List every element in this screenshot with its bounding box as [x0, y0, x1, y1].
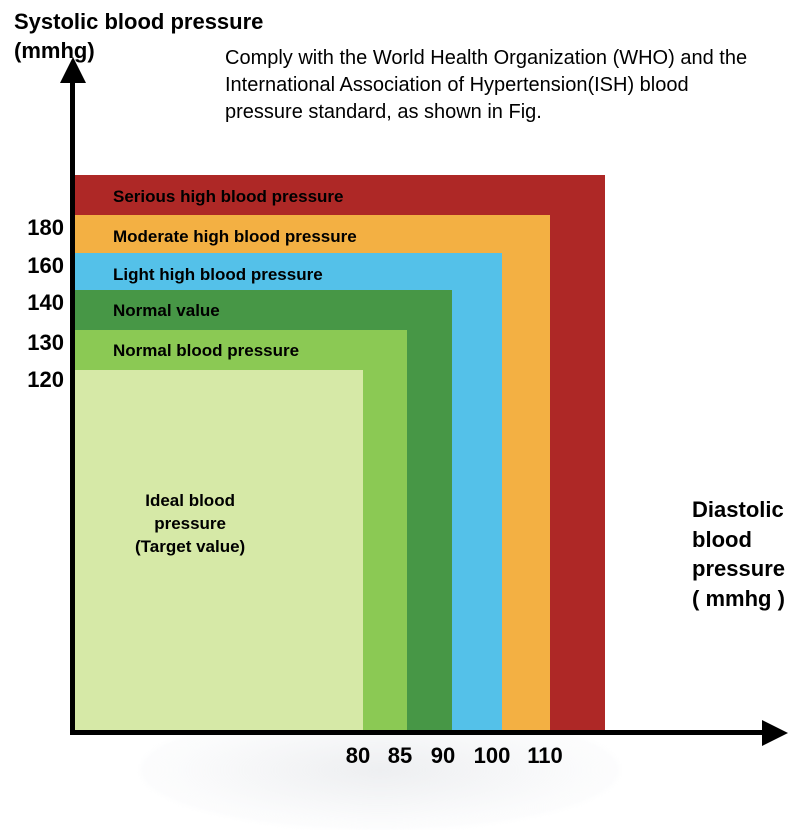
y-tick-130: 130	[10, 330, 64, 356]
zone-label-ideal: Ideal bloodpressure(Target value)	[135, 490, 245, 559]
x-axis-line	[70, 730, 770, 735]
zone-label-serious: Serious high blood pressure	[113, 187, 343, 207]
x-tick-85: 85	[388, 743, 412, 769]
y-tick-160: 160	[10, 253, 64, 279]
zone-label-normalbp: Normal blood pressure	[113, 341, 299, 361]
zone-ideal: Ideal bloodpressure(Target value)	[75, 370, 363, 730]
x-tick-110: 110	[527, 743, 563, 769]
x-axis-arrow-icon	[762, 720, 788, 746]
y-tick-180: 180	[10, 215, 64, 241]
x-tick-100: 100	[474, 743, 511, 769]
bp-chart: Serious high blood pressure Moderate high…	[70, 75, 770, 735]
y-axis-arrow-icon	[60, 57, 86, 83]
y-tick-140: 140	[10, 290, 64, 316]
zone-label-normalval: Normal value	[113, 301, 220, 321]
x-tick-80: 80	[346, 743, 370, 769]
y-axis-title-line1: Systolic blood pressure	[14, 9, 263, 34]
zone-label-moderate: Moderate high blood pressure	[113, 227, 357, 247]
zone-label-light: Light high blood pressure	[113, 265, 323, 285]
x-tick-90: 90	[431, 743, 455, 769]
y-tick-120: 120	[10, 367, 64, 393]
